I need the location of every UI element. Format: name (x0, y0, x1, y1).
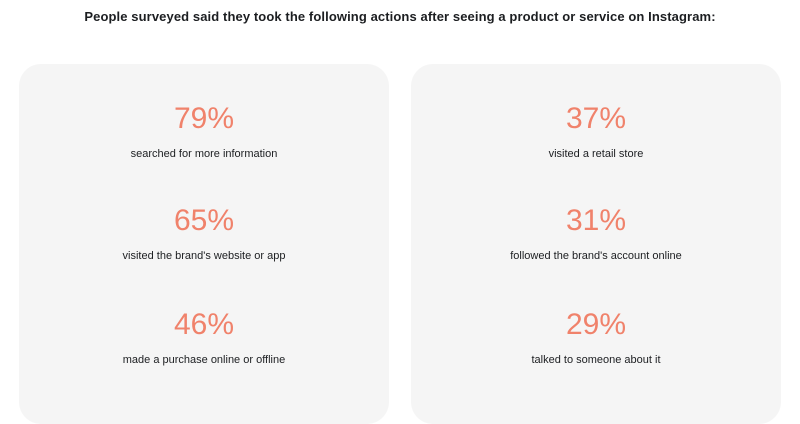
page-heading: People surveyed said they took the follo… (84, 9, 716, 24)
stat-item: 65% visited the brand's website or app (19, 206, 389, 263)
stat-item: 79% searched for more information (19, 104, 389, 161)
stat-item: 29% talked to someone about it (411, 310, 781, 367)
stat-value: 79% (173, 102, 235, 135)
stat-value: 37% (565, 102, 627, 135)
stat-value: 29% (565, 308, 627, 341)
stat-item: 37% visited a retail store (411, 104, 781, 161)
stat-label: followed the brand's account online (510, 250, 682, 262)
stat-label: searched for more information (130, 148, 278, 160)
stat-value: 46% (173, 308, 235, 341)
stat-item: 46% made a purchase online or offline (19, 310, 389, 367)
stat-value: 31% (565, 204, 627, 237)
stat-label: visited the brand's website or app (122, 250, 286, 262)
stat-label: talked to someone about it (531, 354, 661, 366)
stat-value: 65% (173, 204, 235, 237)
stat-item: 31% followed the brand's account online (411, 206, 781, 263)
stats-card-right: 37% visited a retail store 31% followed … (411, 64, 781, 424)
stats-card-left: 79% searched for more information 65% vi… (19, 64, 389, 424)
stat-label: made a purchase online or offline (122, 354, 286, 366)
stat-label: visited a retail store (548, 148, 644, 160)
